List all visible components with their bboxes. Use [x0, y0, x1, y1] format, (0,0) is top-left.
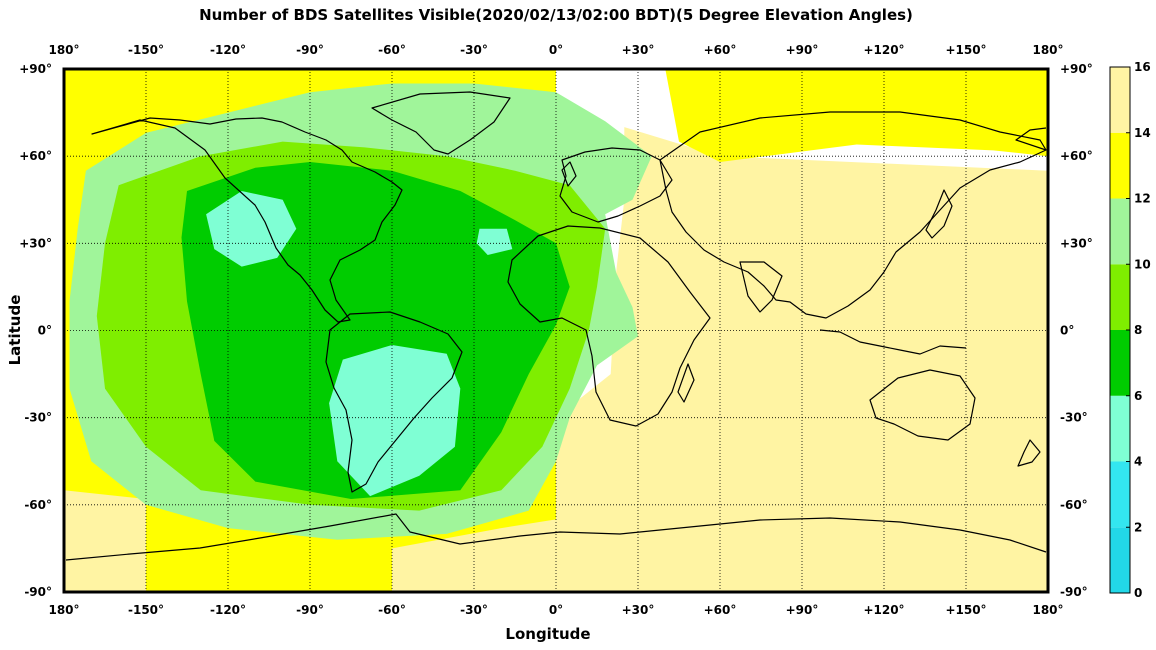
- x-tick-label-top: +90°: [786, 43, 819, 57]
- colorbar-band: [1110, 264, 1130, 330]
- x-tick-label-bottom: -150°: [128, 603, 164, 617]
- x-tick-label-top: -120°: [210, 43, 246, 57]
- coastline-north-america: [91, 117, 403, 323]
- coastline-madagascar: [677, 363, 695, 403]
- x-tick-label-bottom: +60°: [704, 603, 737, 617]
- x-tick-label-top: -150°: [128, 43, 164, 57]
- colorbar-band: [1110, 67, 1130, 133]
- y-tick-label-left: -90°: [24, 585, 52, 599]
- colorbar-band: [1110, 461, 1130, 528]
- coastline-alaska-east: [1015, 127, 1047, 151]
- coastline-europe: [559, 147, 673, 223]
- y-tick-label-right: +30°: [1060, 236, 1093, 250]
- x-tick-label-top: +120°: [863, 43, 904, 57]
- x-tick-label-top: -90°: [296, 43, 324, 57]
- region-aqua-atlantic-spot: [476, 228, 513, 255]
- x-tick-label-top: 0°: [549, 43, 563, 57]
- y-tick-label-left: -30°: [24, 411, 52, 425]
- x-tick-label-bottom: -120°: [210, 603, 246, 617]
- y-tick-label-right: 0°: [1060, 324, 1074, 338]
- region-northeast-yellow: [665, 69, 1048, 162]
- y-tick-label-left: -60°: [24, 498, 52, 512]
- y-tick-label-left: 0°: [38, 324, 52, 338]
- x-tick-label-bottom: 180°: [48, 603, 79, 617]
- map-frame: [62, 67, 1050, 594]
- colorbar-tick-label: 6: [1134, 389, 1142, 403]
- coastline-indonesia: [819, 329, 967, 355]
- x-tick-label-bottom: +150°: [945, 603, 986, 617]
- x-tick-label-bottom: -90°: [296, 603, 324, 617]
- colorbar-tick-label: 12: [1134, 192, 1151, 206]
- y-tick-label-left: +30°: [19, 236, 52, 250]
- coastline-australia: [869, 369, 976, 441]
- y-tick-label-right: -30°: [1060, 411, 1088, 425]
- y-tick-label-right: -90°: [1060, 585, 1088, 599]
- coastline-japan: [925, 189, 953, 239]
- colorbar: 0 2 4 6 8 10 12 14 16: [1109, 60, 1151, 600]
- x-tick-label-bottom: -60°: [378, 603, 406, 617]
- x-tick-label-bottom: -30°: [460, 603, 488, 617]
- coastlines: [65, 91, 1047, 561]
- x-tick-label-top: -60°: [378, 43, 406, 57]
- colorbar-tick-label: 8: [1134, 323, 1142, 337]
- coastline-new-zealand: [1017, 439, 1041, 467]
- colorbar-band: [1110, 198, 1130, 265]
- chart-title: Number of BDS Satellites Visible(2020/02…: [199, 6, 913, 24]
- region-southwest-pale: [64, 490, 146, 592]
- colorbar-tick-label: 16: [1134, 60, 1151, 74]
- x-tick-label-top: 180°: [48, 43, 79, 57]
- coastline-greenland: [371, 91, 511, 155]
- x-axis-label: Longitude: [505, 625, 590, 643]
- colorbar-tick-label: 10: [1134, 257, 1151, 271]
- coastline-south-america: [325, 311, 463, 493]
- y-tick-label-right: -60°: [1060, 498, 1088, 512]
- x-tick-label-bottom: 0°: [549, 603, 563, 617]
- colorbar-tick-label: 14: [1134, 126, 1151, 140]
- x-tick-label-top: -30°: [460, 43, 488, 57]
- coastline-uk: [561, 161, 577, 187]
- x-tick-label-top: +150°: [945, 43, 986, 57]
- colorbar-band: [1110, 330, 1130, 396]
- colorbar-band: [1110, 527, 1130, 593]
- x-tick-label-bottom: +30°: [622, 603, 655, 617]
- coastline-india: [739, 261, 783, 313]
- coastline-africa: [507, 225, 711, 427]
- region-aqua-north-pacific: [206, 191, 297, 267]
- x-tick-label-bottom: 180°: [1032, 603, 1063, 617]
- region-aqua-south-america: [329, 345, 461, 497]
- colorbar-tick-label: 2: [1134, 520, 1142, 534]
- y-tick-label-left: +90°: [19, 62, 52, 76]
- x-tick-label-top: +30°: [622, 43, 655, 57]
- coastline-asia: [659, 111, 1047, 319]
- x-tick-label-bottom: +90°: [786, 603, 819, 617]
- y-axis-label: Latitude: [6, 295, 24, 366]
- coastline-antarctica: [65, 513, 1047, 561]
- y-tick-label-right: +90°: [1060, 62, 1093, 76]
- axis-labels: 180° 180° -150° -150° -120° -120° -90° -90° -60°…: [19, 43, 1093, 617]
- x-tick-label-bottom: +120°: [863, 603, 904, 617]
- colorbar-tick-label: 4: [1134, 455, 1142, 469]
- y-tick-label-right: +60°: [1060, 149, 1093, 163]
- x-tick-label-top: 180°: [1032, 43, 1063, 57]
- colorbar-tick-label: 0: [1134, 586, 1142, 600]
- colorbar-band: [1110, 132, 1130, 199]
- map-area: [64, 69, 1048, 592]
- map-grid: [64, 69, 1048, 592]
- y-tick-label-left: +60°: [19, 149, 52, 163]
- x-tick-label-top: +60°: [704, 43, 737, 57]
- colorbar-band: [1110, 395, 1130, 462]
